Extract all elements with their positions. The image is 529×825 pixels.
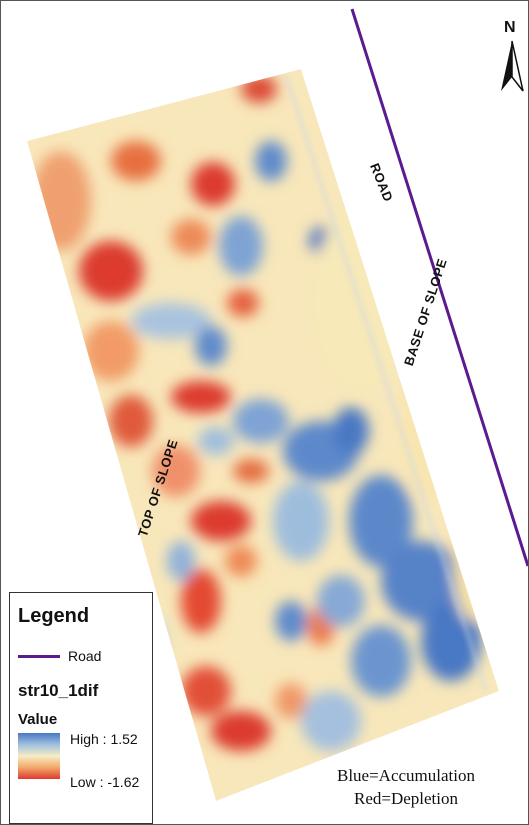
north-arrow-icon: [501, 40, 524, 92]
color-ramp: [18, 733, 60, 779]
low-value-label: Low : -1.62: [70, 774, 140, 790]
road-legend-label: Road: [68, 648, 102, 664]
note-line-depletion: Red=Depletion: [353, 789, 458, 808]
north-label: N: [504, 19, 516, 36]
road-line: [350, 8, 528, 567]
value-heading: Value: [18, 711, 58, 728]
high-value-label: High : 1.52: [70, 731, 138, 747]
elevation-difference-raster: [27, 69, 499, 801]
legend-title: Legend: [18, 605, 90, 627]
legend: Legend Road str10_1dif Value High : 1.52…: [9, 592, 153, 824]
note-line-accumulation: Blue=Accumulation: [336, 766, 475, 785]
layer-name: str10_1dif: [18, 681, 99, 700]
interpretation-note: Blue=Accumulation Red=Depletion: [301, 764, 511, 810]
road-swatch: [18, 655, 60, 658]
